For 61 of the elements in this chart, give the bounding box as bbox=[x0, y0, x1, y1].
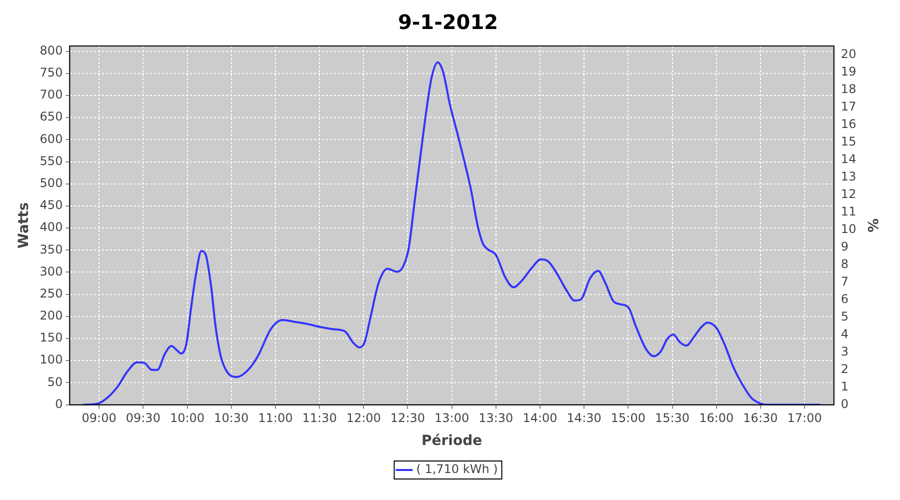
y2-tick-label: 12 bbox=[840, 186, 856, 201]
y-tick-label: 600 bbox=[40, 132, 63, 146]
x-tick-label: 11:00 bbox=[258, 411, 293, 426]
y2-tick-label: 6 bbox=[840, 292, 849, 306]
x-tick-label: 09:30 bbox=[126, 411, 160, 426]
y-tick-label: 350 bbox=[40, 242, 63, 256]
x-tick-label: 10:00 bbox=[170, 411, 205, 426]
y-axis-title: Watts bbox=[16, 202, 32, 248]
y2-tick-label: 7 bbox=[840, 274, 849, 288]
y-tick-label: 300 bbox=[40, 264, 63, 278]
legend-label: ( 1,710 kWh ) bbox=[416, 462, 498, 476]
y-tick-label: 200 bbox=[40, 308, 63, 323]
y-tick-label: 150 bbox=[40, 330, 63, 345]
x-tick-label: 12:00 bbox=[346, 411, 381, 426]
y2-tick-label: 16 bbox=[840, 116, 856, 131]
x-tick-label: 15:00 bbox=[610, 411, 646, 426]
y2-tick-label: 5 bbox=[840, 309, 849, 324]
y-tick-label: 650 bbox=[40, 110, 63, 124]
y2-tick-label: 20 bbox=[840, 46, 856, 61]
y2-tick-label: 3 bbox=[840, 344, 849, 358]
y-tick-label: 250 bbox=[40, 286, 63, 300]
y2-tick-label: 0 bbox=[840, 396, 849, 411]
y2-tick-label: 11 bbox=[840, 204, 856, 218]
x-tick-label: 12:30 bbox=[390, 411, 426, 426]
y2-tick-label: 14 bbox=[840, 152, 856, 166]
y-tick-label: 700 bbox=[40, 88, 63, 102]
y2-tick-label: 2 bbox=[840, 362, 849, 376]
x-tick-label: 13:30 bbox=[478, 411, 514, 426]
chart-title: 9-1-2012 bbox=[398, 10, 498, 34]
x-tick-label: 16:30 bbox=[743, 411, 778, 426]
line-series bbox=[82, 61, 822, 405]
x-tick-label: 11:30 bbox=[302, 411, 337, 426]
x-axis-title: Période bbox=[422, 433, 482, 450]
y2-tick-label: 1 bbox=[840, 379, 849, 394]
x-tick-label: 17:00 bbox=[787, 411, 822, 426]
y-tick-label: 100 bbox=[40, 352, 63, 367]
y-tick-label: 50 bbox=[47, 374, 63, 389]
y2-tick-label: 15 bbox=[840, 134, 856, 148]
y-tick-label: 0 bbox=[55, 396, 63, 411]
y2-tick-label: 10 bbox=[840, 222, 856, 236]
y2-tick-label: 4 bbox=[840, 326, 849, 341]
y2-tick-label: 9 bbox=[840, 239, 849, 254]
y2-tick-label: 17 bbox=[840, 99, 856, 114]
x-tick-label: 10:30 bbox=[214, 411, 249, 426]
x-tick-label: 16:00 bbox=[699, 411, 734, 426]
y-tick-label: 500 bbox=[40, 176, 63, 190]
y-tick-label: 750 bbox=[40, 66, 63, 80]
x-tick-label: 13:00 bbox=[434, 411, 470, 426]
y2-tick-label: 8 bbox=[840, 256, 849, 271]
y2-tick-label: 18 bbox=[840, 82, 856, 96]
x-tick-label: 09:00 bbox=[82, 411, 116, 426]
y2-tick-label: 13 bbox=[840, 169, 856, 184]
y-tick-label: 400 bbox=[40, 220, 63, 234]
y2-tick-label: 19 bbox=[840, 64, 856, 78]
y2-axis-title: % bbox=[864, 218, 880, 232]
x-tick-label: 15:30 bbox=[654, 411, 690, 426]
y-tick-label: 800 bbox=[40, 43, 63, 58]
y-tick-label: 550 bbox=[40, 154, 63, 168]
x-tick-label: 14:30 bbox=[566, 411, 602, 426]
x-tick-label: 14:00 bbox=[522, 411, 558, 426]
y-tick-label: 450 bbox=[40, 198, 63, 212]
